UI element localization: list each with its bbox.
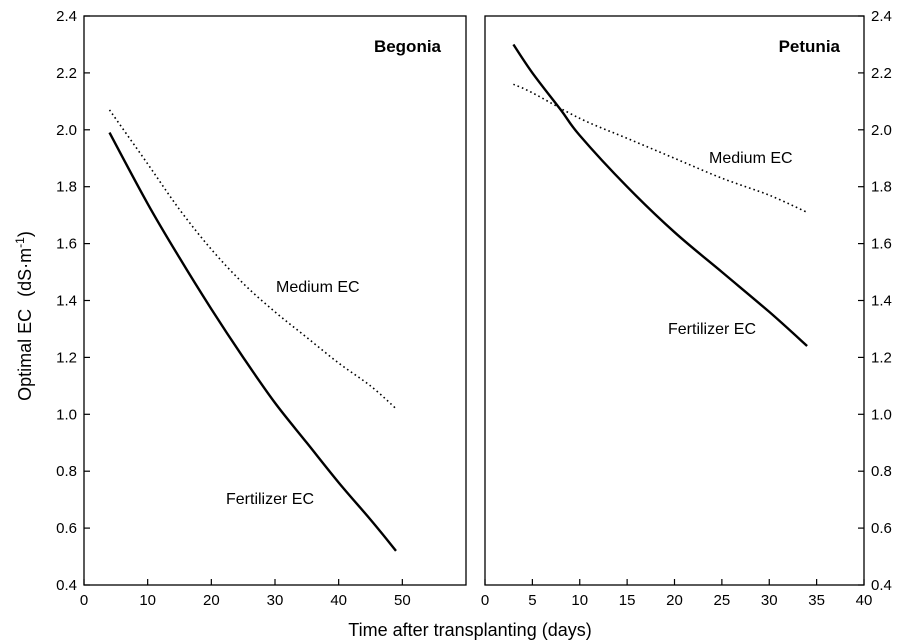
petunia-y-tick-label: 1.4 (871, 293, 892, 310)
petunia-y-tick-label: 1.2 (871, 349, 892, 366)
petunia-panel-title: Petunia (779, 37, 841, 56)
petunia-y-tick-label: 0.6 (871, 520, 892, 537)
begonia-y-tick-label: 2.4 (56, 8, 77, 25)
begonia-y-axis: 0.4 0.6 0.8 1.0 1.2 1.4 1.6 1.8 2.0 2.2 2.4 (56, 8, 90, 594)
begonia-y-tick-label: 1.0 (56, 406, 77, 423)
petunia-x-tick-label: 25 (714, 592, 731, 609)
begonia-y-tick-label: 1.8 (56, 179, 77, 196)
begonia-y-tick-label: 1.6 (56, 236, 77, 253)
begonia-x-tick-label: 40 (330, 592, 347, 609)
petunia-y-tick-label: 0.4 (871, 577, 892, 594)
begonia-y-tick-label: 2.0 (56, 122, 77, 139)
petunia-x-tick-label: 5 (528, 592, 536, 609)
x-axis-title: Time after transplanting (days) (348, 620, 591, 640)
begonia-x-tick-label: 10 (139, 592, 156, 609)
petunia-y-tick-label: 2.4 (871, 8, 892, 25)
petunia-x-tick-label: 40 (856, 592, 873, 609)
petunia-series (513, 45, 807, 347)
petunia-panel: 0.4 0.6 0.8 1.0 1.2 1.4 1.6 1.8 2.0 2.2 2.4 0 5 10 15… (481, 8, 892, 609)
petunia-x-tick-label: 35 (808, 592, 825, 609)
petunia-y-tick-label: 1.0 (871, 406, 892, 423)
petunia-x-tick-label: 20 (666, 592, 683, 609)
begonia-x-tick-label: 0 (80, 592, 88, 609)
petunia-medium-ec-line (513, 84, 807, 212)
begonia-y-tick-label: 1.4 (56, 293, 77, 310)
begonia-x-tick-label: 50 (394, 592, 411, 609)
begonia-medium-ec-line (110, 110, 397, 409)
petunia-y-tick-label: 2.0 (871, 122, 892, 139)
begonia-y-tick-label: 0.6 (56, 520, 77, 537)
petunia-medium-ec-label: Medium EC (709, 150, 793, 167)
petunia-x-tick-label: 15 (619, 592, 636, 609)
petunia-y-tick-label: 2.2 (871, 65, 892, 82)
petunia-x-tick-label: 30 (761, 592, 778, 609)
begonia-x-axis: 0 10 20 30 40 50 (80, 579, 411, 609)
petunia-x-axis: 0 5 10 15 20 25 30 35 40 (481, 579, 873, 609)
petunia-x-tick-label: 0 (481, 592, 489, 609)
begonia-x-tick-label: 30 (267, 592, 284, 609)
begonia-fertilizer-ec-line (110, 133, 397, 551)
begonia-medium-ec-label: Medium EC (276, 279, 360, 296)
begonia-panel-title: Begonia (374, 37, 442, 56)
begonia-series (110, 110, 397, 551)
begonia-fertilizer-ec-label: Fertilizer EC (226, 491, 314, 508)
petunia-y-tick-label: 0.8 (871, 463, 892, 480)
petunia-fertilizer-ec-line (513, 45, 807, 347)
y-axis-title: Optimal EC(dS·m-1) (13, 231, 35, 401)
petunia-fertilizer-ec-label: Fertilizer EC (668, 321, 756, 338)
petunia-plot-frame (485, 16, 864, 585)
begonia-panel: 0.4 0.6 0.8 1.0 1.2 1.4 1.6 1.8 2.0 2.2 2.4 0 10 20 3… (56, 8, 466, 609)
petunia-y-tick-label: 1.6 (871, 236, 892, 253)
begonia-y-tick-label: 2.2 (56, 65, 77, 82)
begonia-y-tick-label: 1.2 (56, 349, 77, 366)
petunia-x-tick-label: 10 (571, 592, 588, 609)
petunia-y-tick-label: 1.8 (871, 179, 892, 196)
begonia-x-tick-label: 20 (203, 592, 220, 609)
petunia-y-axis: 0.4 0.6 0.8 1.0 1.2 1.4 1.6 1.8 2.0 2.2 2.4 (858, 8, 892, 594)
begonia-y-tick-label: 0.8 (56, 463, 77, 480)
begonia-y-tick-label: 0.4 (56, 577, 77, 594)
